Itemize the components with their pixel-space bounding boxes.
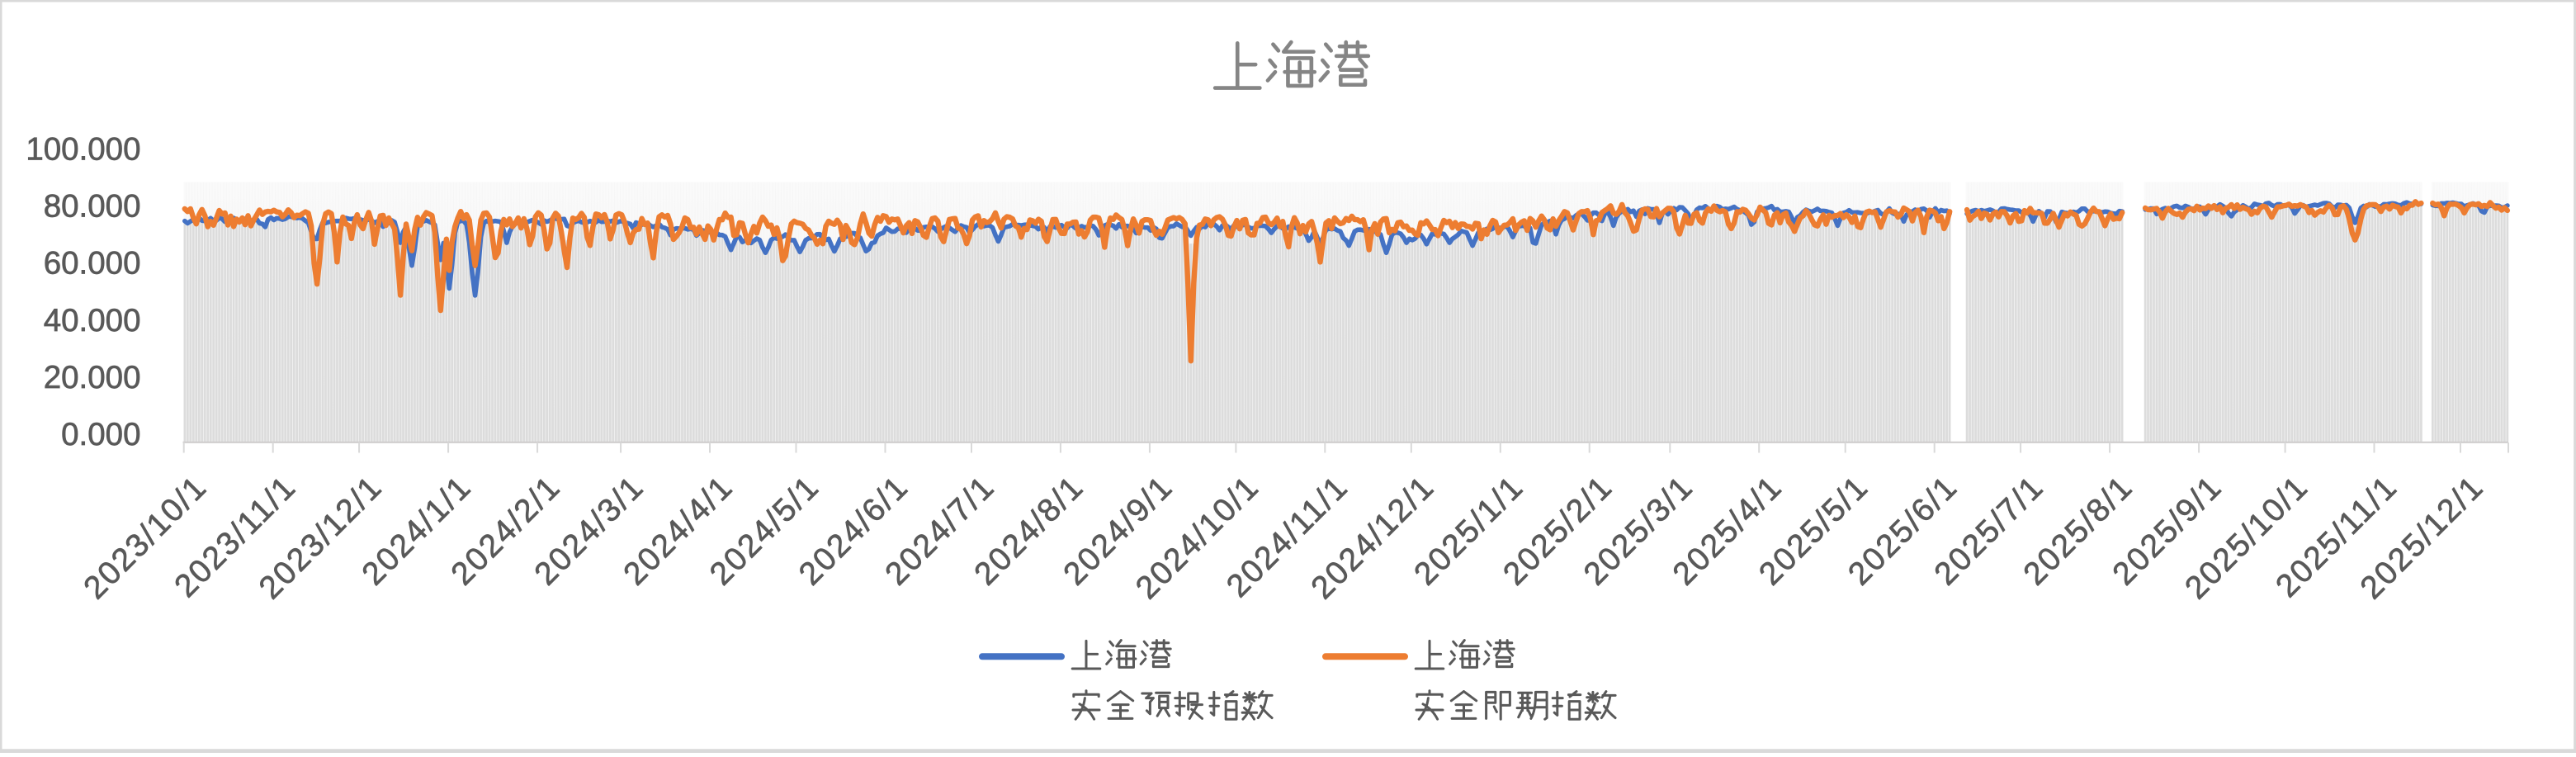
svg-text:80.000: 80.000 bbox=[44, 189, 141, 225]
svg-text:100.000: 100.000 bbox=[26, 131, 140, 167]
svg-text:20.000: 20.000 bbox=[44, 360, 141, 395]
svg-text:40.000: 40.000 bbox=[44, 303, 141, 338]
svg-text:0.000: 0.000 bbox=[61, 417, 140, 452]
svg-text:60.000: 60.000 bbox=[44, 246, 141, 282]
